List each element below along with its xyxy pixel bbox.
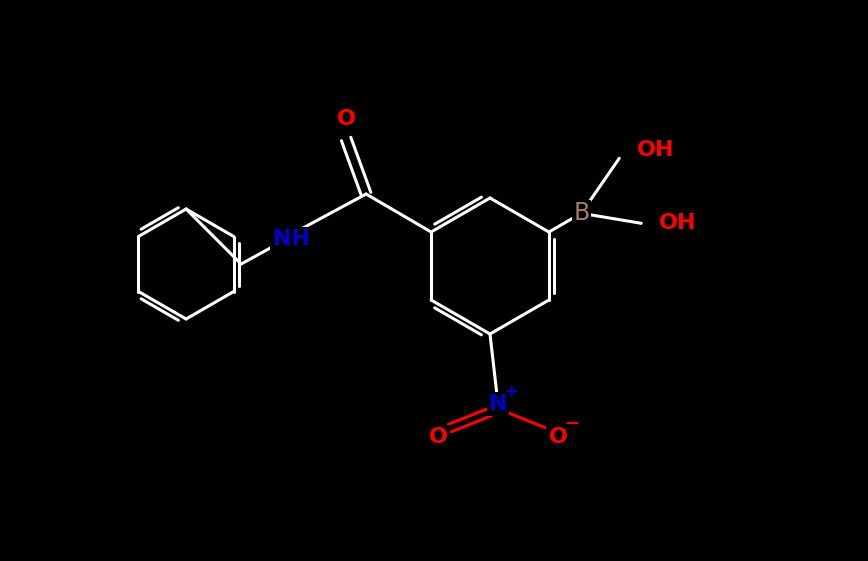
Text: B: B [573, 201, 589, 226]
Text: O: O [429, 427, 448, 447]
Text: O: O [549, 427, 568, 447]
Text: O: O [337, 109, 356, 129]
Text: +: + [504, 383, 518, 401]
Text: −: − [564, 415, 580, 433]
Text: N: N [489, 394, 507, 414]
Text: OH: OH [660, 213, 697, 233]
Text: NH: NH [273, 229, 310, 249]
Text: OH: OH [637, 140, 674, 160]
